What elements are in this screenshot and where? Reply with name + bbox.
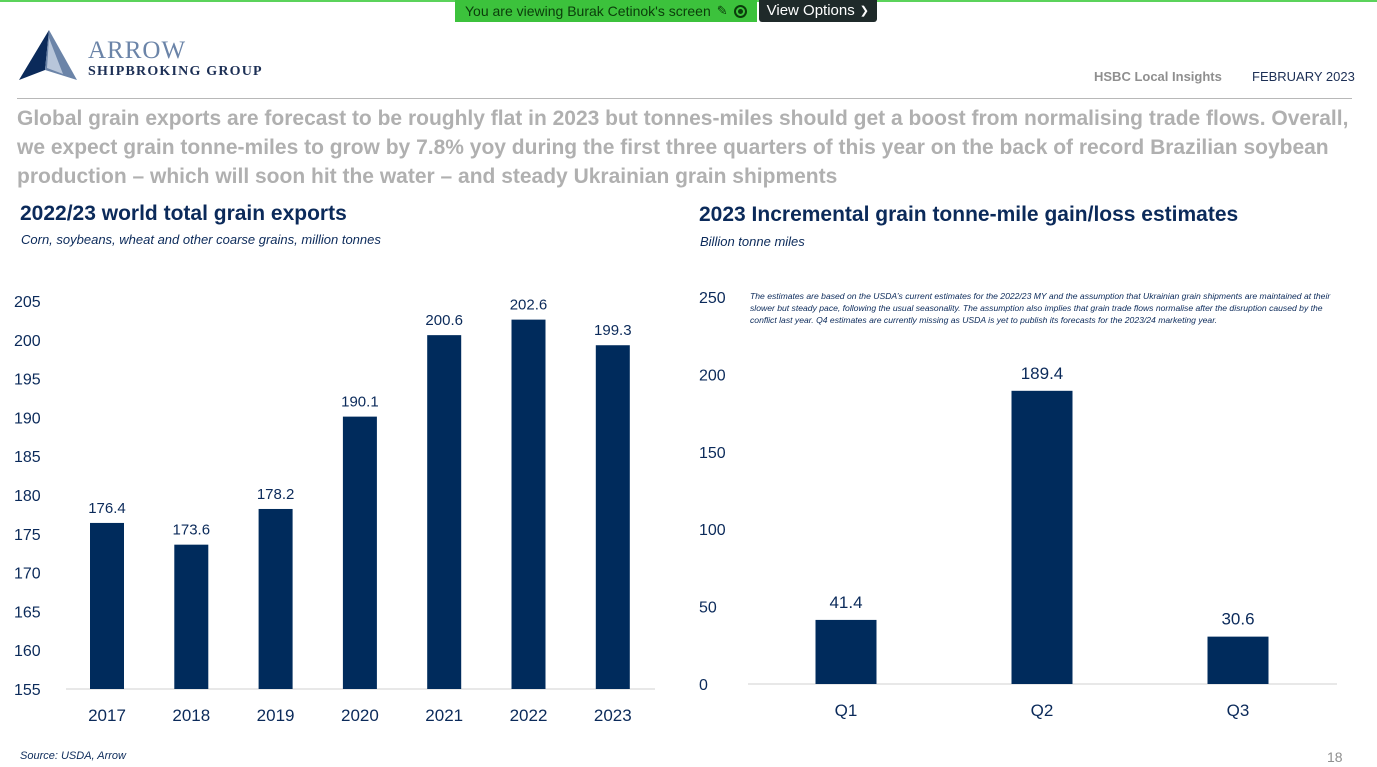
chart1-bar — [595, 345, 630, 689]
chart1-data-label: 200.6 — [425, 312, 463, 329]
microphone-muted-icon: ✎ — [716, 3, 728, 18]
view-options-label: View Options — [766, 2, 855, 19]
chart1-y-tick-label: 175 — [14, 527, 41, 544]
chart2-bar — [1207, 636, 1269, 684]
chart2-y-tick-label: 250 — [699, 290, 726, 307]
chart1-bar — [342, 416, 377, 689]
chart2-annotation: The estimates are based on the USDA’s cu… — [750, 291, 1331, 325]
chart1-y-tick-label: 180 — [14, 488, 41, 505]
recording-icon — [733, 4, 747, 18]
chart1-y-tick-label: 195 — [14, 372, 41, 389]
chart1-y-tick-label: 165 — [14, 604, 41, 621]
chart1-y-tick-label: 200 — [14, 333, 41, 350]
chart2-data-label: 30.6 — [1221, 610, 1254, 629]
chart1-x-tick-label: 2017 — [88, 706, 126, 725]
chart1-y-tick-label: 185 — [14, 449, 41, 466]
chart2-data-label: 189.4 — [1021, 364, 1064, 383]
chart2-data-label: 41.4 — [829, 593, 862, 612]
chart2-y-tick-label: 0 — [699, 677, 708, 694]
chart2-x-tick-label: Q1 — [835, 701, 858, 720]
view-options-button[interactable]: View Options ❯ — [758, 0, 877, 22]
chart1-x-tick-label: 2023 — [594, 706, 632, 725]
chart1-bar — [90, 522, 124, 689]
chart1-y-tick-label: 170 — [14, 566, 41, 583]
chart1-bar — [174, 544, 209, 689]
chart2-x-tick-label: Q3 — [1227, 701, 1250, 720]
chart1-title: 2022/23 world total grain exports — [20, 202, 347, 225]
chart1-data-label: 173.6 — [173, 522, 211, 539]
chart2-x-tick-label: Q2 — [1031, 701, 1054, 720]
source-note: Source: USDA, Arrow — [20, 750, 126, 762]
chart2-y-tick-label: 150 — [699, 445, 726, 462]
slide-headline: Global grain exports are forecast to be … — [17, 107, 1349, 188]
chart1-bar — [427, 335, 462, 689]
chart1-x-tick-label: 2019 — [257, 706, 295, 725]
chart1-bar — [258, 508, 293, 689]
page-number: 18 — [1327, 749, 1343, 765]
chart1-x-tick-label: 2022 — [510, 706, 548, 725]
header-tag: HSBC Local Insights — [1094, 69, 1222, 84]
chart1-y-tick-label: 190 — [14, 410, 41, 427]
chart2-y-tick-label: 200 — [699, 367, 726, 384]
header-date: FEBRUARY 2023 — [1252, 69, 1355, 84]
chart1-x-tick-label: 2018 — [172, 706, 210, 725]
chart2-title: 2023 Incremental grain tonne-mile gain/l… — [699, 203, 1239, 226]
chart1-y-tick-label: 205 — [14, 294, 41, 311]
screen-share-banner: You are viewing Burak Cetinok's screen ✎… — [455, 0, 877, 22]
chart1-data-label: 190.1 — [341, 394, 379, 411]
chart2-bar — [815, 619, 877, 684]
arrow-logo-icon — [19, 30, 77, 80]
header-divider — [17, 98, 1352, 99]
chart2-y-tick-label: 50 — [699, 600, 717, 617]
chart1-x-tick-label: 2020 — [341, 706, 379, 725]
chart1-data-label: 199.3 — [594, 322, 632, 339]
chart1-subtitle: Corn, soybeans, wheat and other coarse g… — [21, 232, 381, 247]
chart1-bar — [511, 319, 546, 689]
chart2-subtitle: Billion tonne miles — [700, 234, 805, 249]
chart2-bar — [1011, 390, 1073, 684]
chart1-x-tick-label: 2021 — [425, 706, 463, 725]
chart2-y-tick-label: 100 — [699, 522, 726, 539]
screen-share-message: You are viewing Burak Cetinok's screen ✎ — [455, 0, 757, 22]
chart1-y-tick-label: 155 — [14, 682, 41, 699]
chart1-data-label: 178.2 — [257, 486, 295, 503]
brand-name: ARROW — [88, 37, 187, 64]
brand-subname: SHIPBROKING GROUP — [88, 64, 263, 79]
chart1-y-tick-label: 160 — [14, 643, 41, 660]
chart1-data-label: 202.6 — [510, 297, 548, 314]
chart1-data-label: 176.4 — [88, 500, 126, 517]
chevron-down-icon: ❯ — [859, 5, 869, 17]
screen-share-text: You are viewing Burak Cetinok's screen — [465, 3, 711, 19]
